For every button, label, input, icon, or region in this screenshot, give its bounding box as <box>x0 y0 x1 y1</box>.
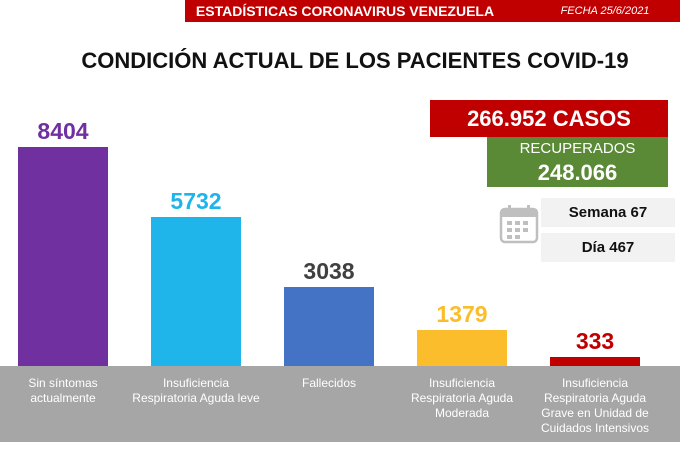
recovered-label: RECUPERADOS <box>519 140 636 157</box>
category-band <box>0 366 680 442</box>
recovered: 248.066 <box>537 160 618 185</box>
day: Día 467 <box>541 233 675 262</box>
week: Semana 67 <box>541 198 675 227</box>
value-label: 8404 <box>37 118 89 144</box>
value-label: 333 <box>575 328 615 355</box>
bar <box>417 330 507 366</box>
value-label: 5732 <box>170 187 222 214</box>
category-label: Insuficiencia Respiratoria Aguda Grave e… <box>540 376 650 435</box>
value-label: 1379 <box>436 301 488 328</box>
cases: 266.952 CASOS <box>467 106 631 131</box>
header-bar <box>185 0 680 22</box>
category-label: Insuficiencia Respiratoria Aguda Moderad… <box>410 376 514 420</box>
cases-box <box>430 100 668 137</box>
date: FECHA 25/6/2021 <box>560 5 650 17</box>
calendar-icon <box>499 205 539 244</box>
bar <box>284 286 374 366</box>
category-label: Sin síntomas actualmente <box>28 376 98 405</box>
recovered-box <box>487 137 668 187</box>
bar <box>18 147 108 366</box>
bar <box>550 357 640 366</box>
value-label: 3038 <box>303 257 355 284</box>
chart-title: CONDICIÓN ACTUAL DE LOS PACIENTES COVID-… <box>81 48 629 73</box>
category-label: Fallecidos <box>301 376 357 390</box>
header: ESTADÍSTICAS CORONAVIRUS VENEZUELA <box>195 3 495 19</box>
bar <box>151 216 241 366</box>
category-label: Insuficiencia Respiratoria Aguda leve <box>132 376 260 405</box>
